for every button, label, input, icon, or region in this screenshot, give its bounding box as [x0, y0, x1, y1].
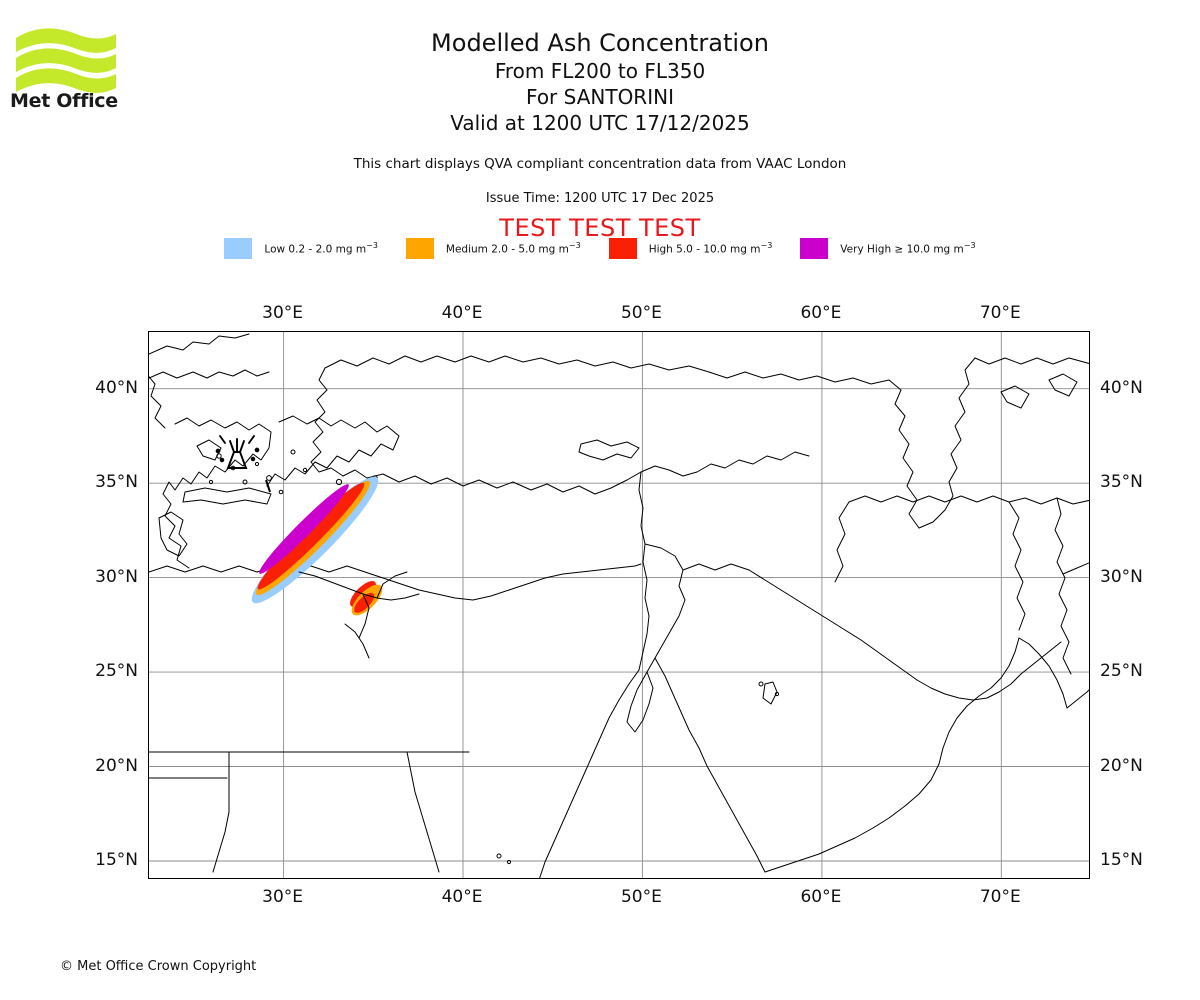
lon-label-top-40e: 40°E — [441, 303, 483, 323]
lon-label-bottom-60e: 60°E — [800, 887, 842, 907]
page-title: Modelled Ash Concentration — [431, 29, 769, 57]
map-coastlines-overlay — [298, 571, 420, 659]
lon-label-bottom-40e: 40°E — [441, 887, 483, 907]
map-gridlines — [149, 332, 1089, 878]
lat-label-right-40n: 40°N — [1100, 377, 1143, 398]
legend-swatch-low — [224, 238, 253, 259]
legend-item-medium: Medium 2.0 - 5.0 mg m−3 — [405, 238, 581, 259]
map-container: 30°E 40°E 50°E 60°E 70°E 30°E 40°E 50°E … — [95, 303, 1143, 907]
legend-item-low: Low 0.2 - 2.0 mg m−3 — [224, 238, 378, 259]
lat-label-right-30n: 30°N — [1100, 566, 1143, 587]
legend-item-high: High 5.0 - 10.0 mg m−3 — [608, 238, 773, 259]
lat-label-left-30n: 30°N — [95, 566, 138, 587]
lon-label-top-50e: 50°E — [620, 303, 662, 323]
ash-plume — [251, 476, 383, 616]
legend-label-medium: Medium 2.0 - 5.0 mg m−3 — [445, 241, 581, 256]
lat-label-right-15n: 15°N — [1100, 850, 1143, 870]
lat-label-left-40n: 40°N — [95, 377, 138, 398]
test-banner: TEST TEST TEST — [499, 214, 701, 242]
volcano-line: For SANTORINI — [526, 85, 674, 109]
lon-label-bottom-30e: 30°E — [262, 887, 304, 907]
met-office-logo — [10, 24, 130, 114]
lat-label-right-35n: 35°N — [1100, 472, 1143, 493]
lon-label-top-70e: 70°E — [979, 303, 1021, 323]
legend-label-very-high: Very High ≥ 10.0 mg m−3 — [840, 241, 976, 256]
santorini-volcano-marker — [215, 435, 260, 469]
legend-swatch-very-high — [800, 238, 829, 259]
valid-time-line: Valid at 1200 UTC 17/12/2025 — [450, 111, 750, 135]
met-office-logo-text: Met Office — [10, 90, 118, 112]
chart-title-block: Modelled Ash Concentration From FL200 to… — [0, 28, 1200, 136]
lon-label-top-30e: 30°E — [262, 303, 304, 323]
lat-label-right-25n: 25°N — [1100, 661, 1143, 682]
lat-label-left-15n: 15°N — [95, 850, 138, 870]
map-plot-area[interactable] — [148, 331, 1090, 879]
lat-label-left-20n: 20°N — [95, 755, 138, 776]
qva-disclaimer: This chart displays QVA compliant concen… — [353, 156, 847, 172]
plume-contour-high — [257, 482, 365, 590]
legend-item-very-high: Very High ≥ 10.0 mg m−3 — [800, 238, 976, 259]
map-coastlines — [149, 333, 1089, 878]
plume-source-tick — [265, 479, 271, 493]
map-svg — [149, 332, 1089, 878]
lon-label-bottom-70e: 70°E — [979, 887, 1021, 907]
copyright-notice: © Met Office Crown Copyright — [60, 959, 257, 974]
lat-label-right-20n: 20°N — [1100, 755, 1143, 776]
lat-label-left-35n: 35°N — [95, 472, 138, 493]
lon-label-bottom-50e: 50°E — [620, 887, 662, 907]
legend-label-low: Low 0.2 - 2.0 mg m−3 — [264, 241, 378, 256]
legend-swatch-medium — [405, 238, 434, 259]
legend-label-high: High 5.0 - 10.0 mg m−3 — [648, 241, 773, 256]
lon-label-top-60e: 60°E — [800, 303, 842, 323]
lat-label-left-25n: 25°N — [95, 661, 138, 682]
plume-contour-very-high — [259, 484, 349, 574]
issue-time: Issue Time: 1200 UTC 17 Dec 2025 — [485, 191, 715, 206]
legend-swatch-high — [608, 238, 637, 259]
flight-level-line: From FL200 to FL350 — [494, 59, 706, 83]
concentration-legend: Low 0.2 - 2.0 mg m−3 Medium 2.0 - 5.0 mg… — [0, 238, 1200, 259]
